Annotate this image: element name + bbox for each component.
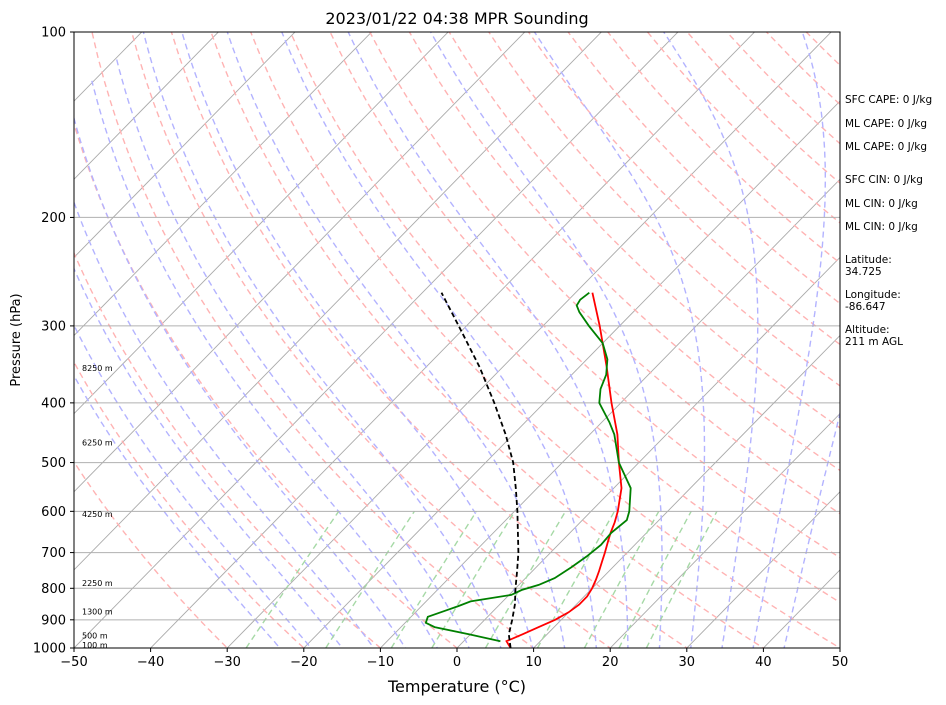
x-tick-label: −30 (213, 655, 240, 670)
x-tick-label: −10 (367, 655, 394, 670)
y-tick-label: 900 (41, 613, 66, 628)
moist-adiabat-line (181, 32, 534, 648)
y-tick-label: 800 (41, 582, 66, 597)
mixing-ratio-line (645, 510, 718, 648)
x-axis-label: Temperature (°C) (387, 677, 526, 696)
y-tick-label: 600 (41, 505, 66, 520)
moist-adiabat-line (74, 200, 375, 648)
dry-adiabat-line (131, 32, 612, 648)
moist-adiabat-line (430, 32, 663, 648)
isotherm-line (74, 32, 449, 415)
height-label: 2250 m (82, 579, 113, 588)
isotherm-line (303, 100, 840, 648)
dry-adiabat-line (250, 32, 840, 648)
height-label: 4250 m (82, 510, 113, 519)
y-tick-label: 100 (41, 26, 66, 41)
sfc-cape-label: SFC CAPE: 0 J/kg (845, 94, 933, 106)
chart-title: 2023/01/22 04:38 MPR Sounding (325, 9, 588, 28)
height-label: 1300 m (82, 607, 113, 616)
mixing-ratio-line (583, 510, 660, 648)
isotherm-line (686, 491, 840, 648)
longitude-label: Longitude: -86.647 (845, 289, 901, 313)
y-tick-label: 300 (41, 319, 66, 334)
x-tick-label: 30 (679, 655, 696, 670)
ml-cin-label-2: ML CIN: 0 J/kg (845, 221, 918, 233)
isotherm-line (74, 32, 219, 180)
dry-adiabat-line (74, 251, 382, 648)
height-label: 500 m (82, 632, 108, 641)
x-tick-label: 0 (453, 655, 461, 670)
x-tick-label: 50 (832, 655, 849, 670)
y-tick-label: 1000 (33, 642, 66, 657)
moist-adiabat-line (91, 80, 439, 648)
series-line-1 (424, 291, 632, 643)
height-label: 8250 m (82, 364, 113, 373)
ml-cin-label: ML CIN: 0 J/kg (845, 198, 918, 210)
ml-cape-label: ML CAPE: 0 J/kg (845, 118, 928, 130)
mixing-ratio-line (484, 510, 567, 648)
mixing-ratio-line (618, 510, 692, 648)
isotherm-line (379, 178, 840, 648)
isotherm-line (74, 32, 526, 493)
moist-adiabat-line (533, 32, 706, 648)
altitude-label: Altitude: 211 m AGL (845, 324, 903, 348)
sfc-cin-label: SFC CIN: 0 J/kg (845, 174, 923, 186)
height-label: 6250 m (82, 439, 113, 448)
isotherm-line (74, 32, 679, 648)
x-tick-label: 40 (755, 655, 772, 670)
y-axis-label: Pressure (hPa) (9, 293, 24, 386)
dry-adiabat-line (488, 32, 840, 387)
moist-adiabat-line (74, 374, 281, 648)
isotherm-line (226, 32, 832, 648)
isotherm-line (74, 32, 602, 571)
moist-adiabat-line (752, 32, 826, 648)
moist-adiabat-line (281, 32, 598, 648)
reference-lines (74, 32, 840, 648)
x-tick-label: 20 (602, 655, 619, 670)
series-line-0 (505, 292, 623, 648)
moist-adiabat-line (663, 32, 759, 648)
dry-adiabat-line (91, 32, 535, 648)
dry-adiabat-line (74, 460, 229, 648)
moist-adiabat-line (74, 115, 407, 648)
dry-adiabat-line (74, 360, 305, 648)
isotherm-line (74, 32, 373, 337)
axis-ticks: −50 −40 −30 −20 −10 0 10 20 30 40 50 100 200 300 400 50… (33, 26, 848, 671)
x-tick-label: −20 (290, 655, 317, 670)
moist-adiabat-line (783, 410, 840, 648)
series-line-2 (440, 292, 520, 648)
height-label: 100 m (82, 641, 108, 650)
mixing-ratio-line (536, 510, 616, 648)
isotherm-line (456, 256, 840, 648)
ml-cape-label-2: ML CAPE: 0 J/kg (845, 141, 928, 153)
dry-adiabat-line (527, 32, 840, 346)
x-tick-label: 10 (525, 655, 542, 670)
isotherm-line (150, 32, 756, 648)
y-tick-label: 500 (41, 456, 66, 471)
pressure-gridlines (74, 32, 840, 648)
y-tick-label: 700 (41, 546, 66, 561)
y-tick-label: 400 (41, 396, 66, 411)
dry-adiabat-line (448, 32, 840, 429)
isotherm-line (609, 413, 840, 648)
y-tick-label: 200 (41, 211, 66, 226)
data-series (424, 291, 632, 648)
moist-adiabat-line (142, 32, 502, 648)
x-tick-label: −40 (137, 655, 164, 670)
x-tick-label: −50 (60, 655, 87, 670)
moist-adiabat-line (347, 32, 629, 648)
dry-adiabat-line (210, 32, 765, 648)
isotherm-line (74, 32, 296, 259)
latitude-label: Latitude: 34.725 (845, 254, 892, 278)
